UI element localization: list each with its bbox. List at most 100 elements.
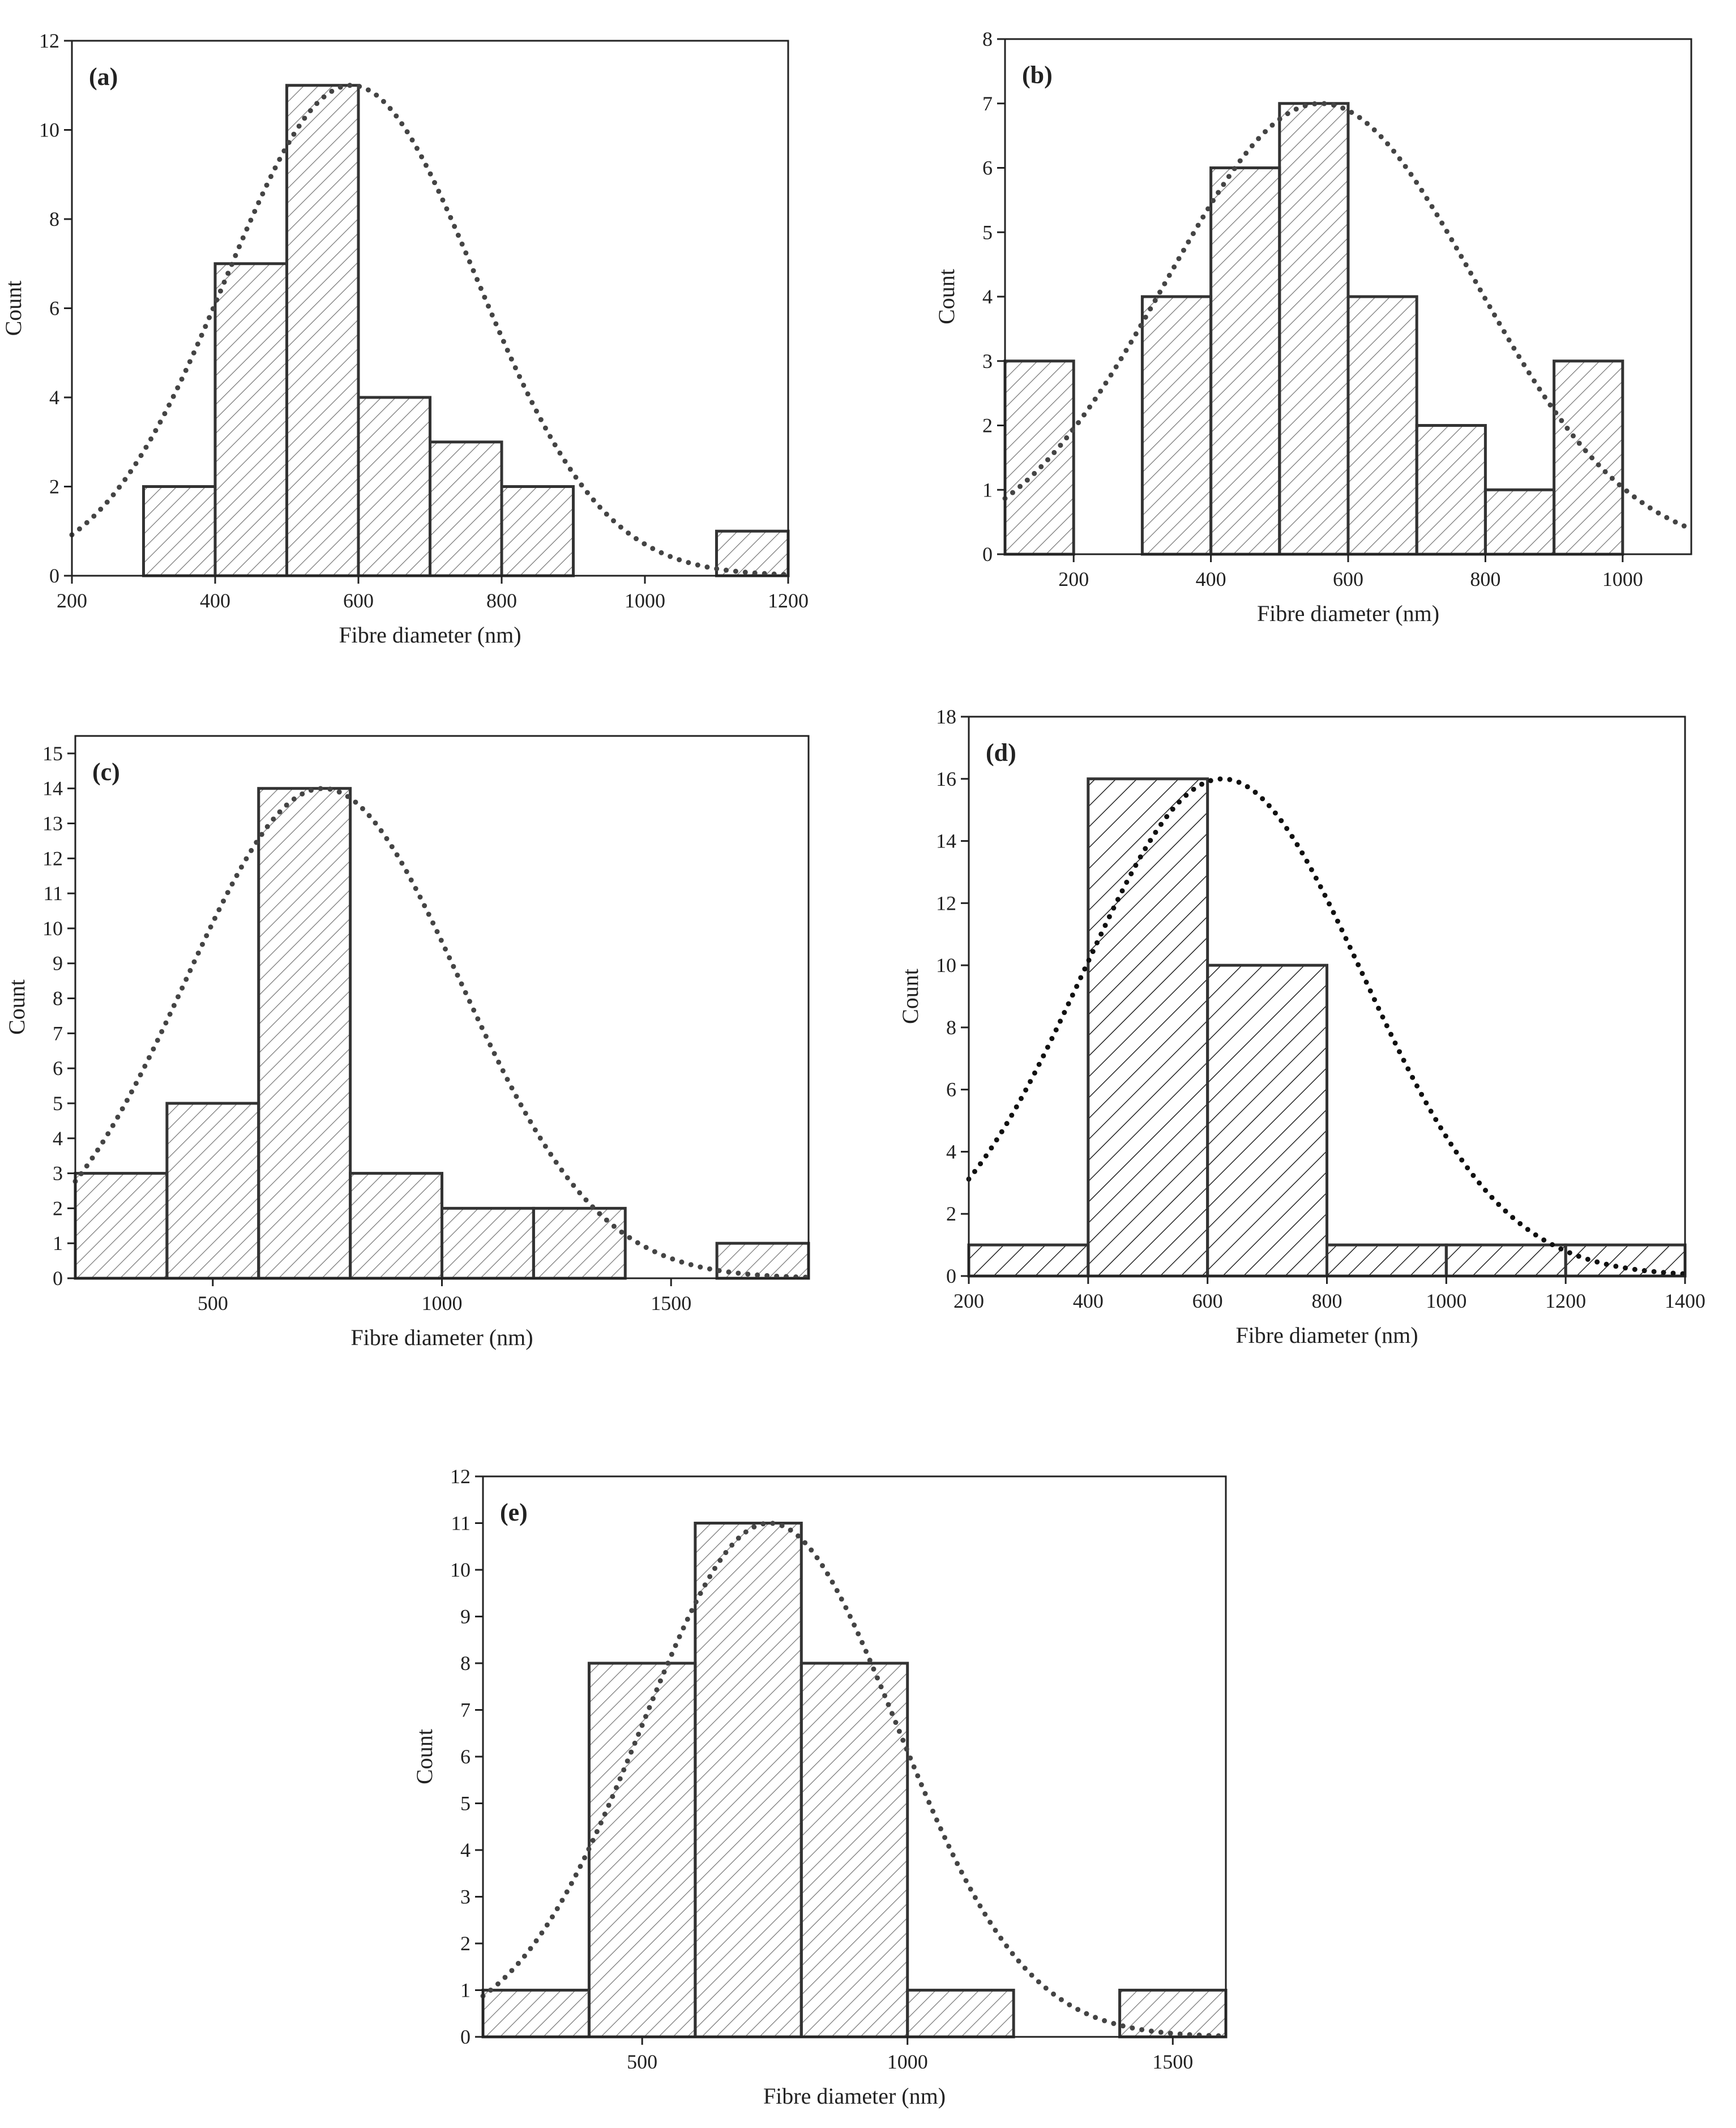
y-tick-label: 18 — [936, 705, 956, 728]
y-tick-label: 15 — [42, 742, 63, 765]
y-tick-label: 5 — [460, 1792, 471, 1815]
histogram-bar — [799, 1662, 909, 2039]
y-tick-label: 16 — [936, 768, 956, 790]
histogram-bar — [142, 485, 217, 577]
y-tick-label: 2 — [460, 1932, 471, 1955]
panel-label: (d) — [986, 739, 1016, 767]
histogram-bar — [481, 1989, 591, 2039]
histogram-bar — [74, 1172, 169, 1280]
y-tick-label: 4 — [982, 285, 993, 308]
y-tick-label: 0 — [53, 1267, 63, 1290]
x-tick-label: 600 — [1333, 568, 1363, 590]
y-tick-label: 13 — [42, 812, 63, 835]
histogram-bar — [1087, 777, 1209, 1278]
y-tick-label: 6 — [946, 1078, 956, 1101]
fit-curve — [72, 786, 811, 1280]
y-tick-label: 0 — [49, 564, 59, 587]
histogram-bar — [694, 1522, 803, 2039]
y-tick-label: 6 — [49, 297, 59, 320]
y-tick-label: 4 — [49, 386, 59, 409]
x-tick-label: 400 — [1196, 568, 1226, 590]
y-tick-label: 7 — [53, 1022, 63, 1044]
y-tick-label: 8 — [53, 987, 63, 1010]
y-tick-label: 2 — [49, 476, 59, 498]
histogram-bar — [349, 1172, 443, 1280]
x-tick-label: 1200 — [1545, 1290, 1586, 1312]
y-tick-label: 1 — [982, 478, 993, 501]
y-tick-label: 2 — [53, 1197, 63, 1219]
histogram-bar — [1483, 488, 1556, 556]
histogram-bar — [285, 84, 360, 577]
histogram-bar — [1444, 1243, 1567, 1278]
histogram-bar — [1346, 295, 1418, 556]
y-tick-label: 12 — [936, 892, 956, 914]
x-tick-label: 400 — [1073, 1290, 1104, 1312]
x-tick-label: 1500 — [651, 1292, 691, 1315]
y-tick-label: 9 — [460, 1605, 471, 1628]
x-tick-label: 1000 — [422, 1292, 463, 1315]
histogram-bar — [441, 1206, 535, 1280]
y-tick-label: 1 — [460, 1979, 471, 2002]
panel-label: (c) — [92, 758, 120, 786]
histogram-bar — [587, 1662, 697, 2039]
x-axis-title: Fibre diameter (nm) — [350, 1325, 533, 1350]
histogram-panel: 0 1 2 3 4 5 6 7 8 200 400 600 800 1000 Fibre diameter … — [934, 28, 1694, 626]
histogram-bar — [1415, 424, 1487, 556]
y-tick-label: 12 — [42, 847, 63, 870]
x-tick-label: 1000 — [1426, 1290, 1466, 1312]
y-tick-label: 12 — [450, 1465, 471, 1488]
histogram-bar — [257, 787, 352, 1280]
y-axis-title: Count — [4, 979, 29, 1035]
y-tick-label: 4 — [460, 1839, 471, 1861]
y-tick-label: 3 — [460, 1886, 471, 1908]
y-tick-label: 4 — [53, 1127, 63, 1150]
x-tick-label: 1400 — [1665, 1290, 1705, 1312]
x-tick-label: 1500 — [1152, 2050, 1193, 2073]
y-tick-label: 0 — [982, 543, 993, 566]
histogram-bar — [967, 1243, 1090, 1278]
y-tick-label: 5 — [982, 221, 993, 243]
panel-label: (b) — [1022, 61, 1053, 89]
x-tick-label: 1200 — [768, 589, 809, 612]
y-tick-label: 3 — [53, 1162, 63, 1185]
y-tick-label: 6 — [982, 157, 993, 179]
x-tick-label: 1000 — [625, 589, 665, 612]
histogram-bar — [357, 396, 431, 577]
histogram-bar — [1140, 295, 1213, 556]
y-tick-label: 2 — [946, 1202, 956, 1225]
fit-curve — [966, 776, 1688, 1277]
x-tick-label: 500 — [627, 2050, 657, 2073]
y-axis-title: Count — [1, 281, 26, 336]
y-tick-label: 8 — [460, 1652, 471, 1675]
x-tick-label: 1000 — [1602, 568, 1643, 590]
y-tick-label: 8 — [49, 208, 59, 230]
histogram-bar — [429, 440, 503, 577]
y-axis-title: Count — [897, 969, 923, 1024]
histogram-bar — [1206, 964, 1329, 1278]
histogram-bar — [500, 485, 575, 577]
histogram-panel: 0 2 4 6 8 10 12 14 16 18 200 400 600 800 1000 1200 1400 F… — [897, 705, 1705, 1348]
x-tick-label: 600 — [1192, 1290, 1223, 1312]
x-tick-label: 600 — [343, 589, 374, 612]
y-tick-label: 8 — [946, 1016, 956, 1039]
y-tick-label: 3 — [982, 350, 993, 372]
y-tick-label: 14 — [936, 830, 956, 853]
histogram-bar — [1209, 166, 1281, 556]
y-tick-label: 5 — [53, 1092, 63, 1115]
fit-curve — [480, 1520, 1229, 2039]
x-tick-label: 800 — [1470, 568, 1500, 590]
x-axis-title: Fibre diameter (nm) — [339, 622, 521, 648]
x-tick-label: 1000 — [887, 2050, 928, 2073]
y-tick-label: 0 — [460, 2026, 471, 2048]
y-tick-label: 14 — [42, 777, 63, 800]
x-tick-label: 800 — [1312, 1290, 1342, 1312]
y-tick-label: 8 — [982, 28, 993, 50]
y-tick-label: 10 — [42, 917, 63, 940]
y-tick-label: 11 — [451, 1512, 471, 1535]
histogram-bar — [213, 262, 288, 577]
y-tick-label: 12 — [39, 29, 59, 52]
histogram-bar — [1278, 102, 1350, 556]
x-tick-label: 500 — [198, 1292, 228, 1315]
